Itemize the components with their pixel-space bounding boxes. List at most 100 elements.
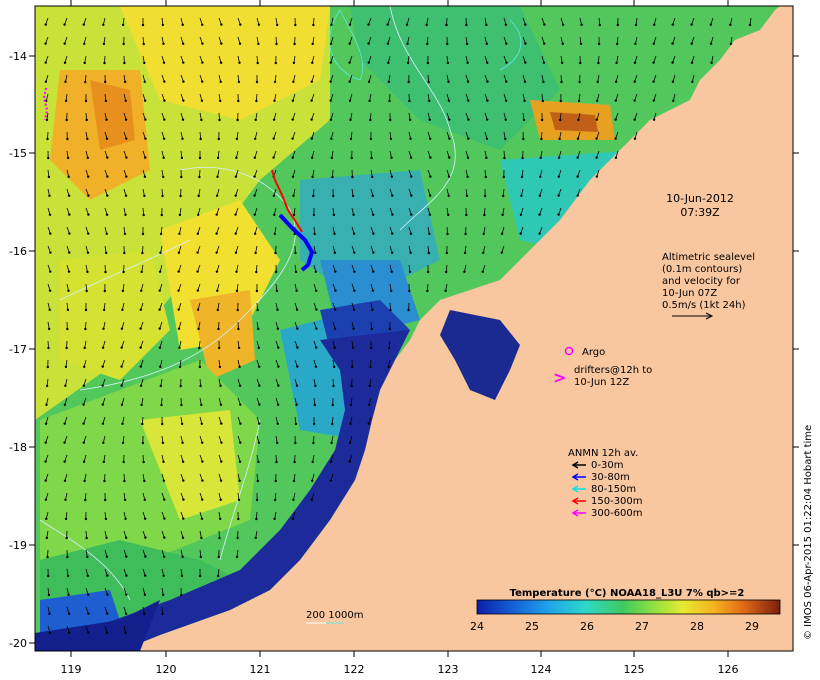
velocity-arrow-head [426,289,429,293]
velocity-arrow-head [561,23,565,26]
velocity-arrow-head [351,175,354,179]
velocity-arrow-head [353,251,356,254]
velocity-arrow-head [83,479,86,483]
velocity-arrow-head [120,403,124,406]
velocity-arrow-head [196,289,199,292]
colorbar-tick: 29 [745,620,759,633]
velocity-arrow-head [543,42,546,45]
velocity-arrow-head [181,555,184,558]
velocity-arrow-head [200,99,204,102]
velocity-arrow-head [234,194,237,197]
velocity-arrow-head [429,156,432,159]
velocity-arrow-head [313,232,316,236]
drifter-marker-icon: > [553,368,566,387]
velocity-arrow-head [351,346,355,350]
velocity-arrow-head [234,232,237,235]
velocity-arrow-head [66,137,69,141]
velocity-arrow-head [595,118,598,121]
velocity-arrow-head [256,61,259,65]
velocity-arrow-head [44,479,47,482]
velocity-arrow-head [197,213,200,216]
velocity-arrow-head [524,23,527,26]
velocity-arrow-head [292,80,295,84]
velocity-arrow-head [84,80,87,84]
velocity-arrow-head [44,42,47,45]
velocity-arrow-head [523,80,527,83]
velocity-arrow-head [219,80,222,84]
velocity-arrow-head [314,251,317,255]
velocity-arrow-head [124,612,128,615]
velocity-arrow-head [253,175,256,178]
velocity-arrow-head [272,118,276,121]
velocity-arrow-head [63,479,67,482]
velocity-arrow-head [387,80,390,84]
velocity-arrow-head [143,80,146,84]
velocity-arrow-head [709,42,713,45]
velocity-arrow-head [313,403,316,407]
velocity-arrow-head [83,61,86,65]
velocity-arrow-head [292,213,296,217]
velocity-arrow-head [102,441,105,444]
velocity-arrow-head [105,555,109,558]
velocity-arrow-head [144,156,147,159]
colorbar-gradient [476,599,781,615]
velocity-arrow-head [616,23,619,27]
velocity-arrow-head [67,175,70,178]
velocity-arrow-head [482,251,485,254]
velocity-arrow-head [448,137,451,140]
velocity-arrow-head [429,194,432,197]
velocity-arrow-head [68,232,71,235]
velocity-arrow-head [45,536,48,540]
velocity-arrow-head [276,308,279,311]
velocity-arrow-head [407,308,410,312]
velocity-arrow-head [331,175,334,179]
velocity-arrow-head [124,194,128,197]
velocity-arrow-head [253,232,257,235]
velocity-arrow-head [538,232,541,235]
velocity-arrow-head [67,612,71,615]
velocity-arrow-head [159,384,162,388]
velocity-arrow-head [105,536,108,539]
velocity-arrow-head [331,403,334,407]
velocity-arrow-head [369,118,372,122]
altimetry-line: and velocity for [662,276,741,287]
velocity-arrow-head [143,593,147,596]
velocity-arrow-head [559,99,562,103]
colorbar-tick: 27 [635,620,649,633]
velocity-arrow-head [140,270,143,274]
velocity-arrow-head [729,23,732,26]
velocity-arrow-head [48,194,51,197]
velocity-arrow-head [310,137,313,140]
velocity-arrow-head [333,251,337,254]
velocity-arrow-head [709,23,712,26]
velocity-arrow-head [125,156,128,159]
velocity-arrow-head [310,498,313,501]
velocity-arrow-head [106,593,109,596]
velocity-arrow-head [177,289,180,292]
velocity-arrow-head [86,555,89,559]
velocity-arrow-head [389,118,392,122]
velocity-arrow-head [315,308,318,311]
velocity-arrow-head [348,42,351,45]
velocity-arrow-head [123,232,127,236]
velocity-arrow-head [557,156,561,159]
velocity-arrow-head [47,574,50,578]
velocity-arrow-head [427,251,430,255]
velocity-arrow-head [197,327,200,331]
velocity-arrow-head [196,232,199,235]
velocity-arrow-head [239,422,242,425]
velocity-arrow-head [292,479,296,483]
velocity-arrow-head [352,232,356,235]
velocity-arrow-head [255,99,258,103]
velocity-arrow-head [86,156,90,159]
velocity-arrow-head [558,137,561,141]
velocity-arrow-head [505,80,508,83]
coastal-cool-water [60,330,410,651]
velocity-arrow-head [181,23,184,26]
anmn-legend: ANMN 12h av. 0-30m30-80m80-150m150-300m3… [568,448,643,519]
velocity-arrow-head [258,365,261,368]
velocity-arrow-head [348,99,352,102]
velocity-arrow-head [101,365,104,368]
velocity-arrow-head [598,23,601,27]
velocity-arrow-head [64,365,68,369]
